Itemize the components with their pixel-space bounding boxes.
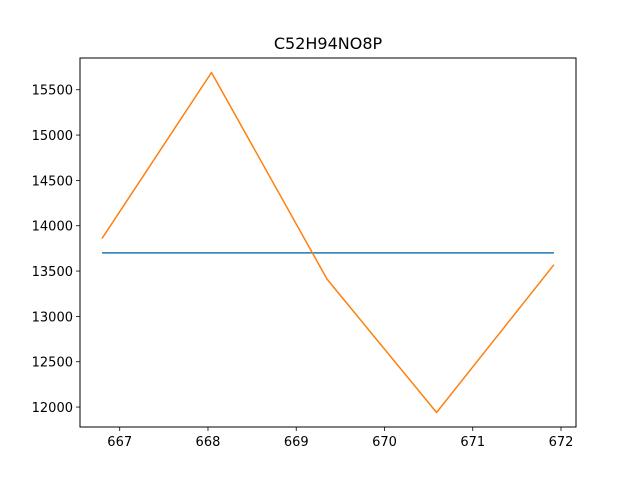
- y-axis: 12000 12500 13000 13500 14000 14500 15000 15500: [32, 84, 80, 416]
- y-tick-label: 15000: [32, 129, 73, 144]
- series-line-1: [101, 71, 555, 414]
- x-tick-label: 669: [284, 435, 309, 450]
- x-tick-label: 670: [372, 435, 397, 450]
- plot-area-frame: [79, 57, 577, 428]
- y-tick-label: 13500: [32, 265, 73, 280]
- y-tick-label: 12500: [32, 356, 73, 371]
- y-tick-label: 12000: [32, 401, 73, 416]
- x-tick-label: 672: [549, 435, 574, 450]
- x-axis: 667 668 669 670 671 672: [107, 427, 573, 450]
- x-tick-label: 668: [196, 435, 221, 450]
- y-tick-label: 14500: [32, 174, 73, 189]
- x-tick-label: 671: [460, 435, 485, 450]
- y-tick-label: 14000: [32, 220, 73, 235]
- y-tick-label: 13000: [32, 310, 73, 325]
- chart-title: C52H94NO8P: [274, 34, 383, 53]
- plot-series: [101, 71, 555, 414]
- y-tick-label: 15500: [32, 84, 73, 99]
- x-tick-label: 667: [107, 435, 132, 450]
